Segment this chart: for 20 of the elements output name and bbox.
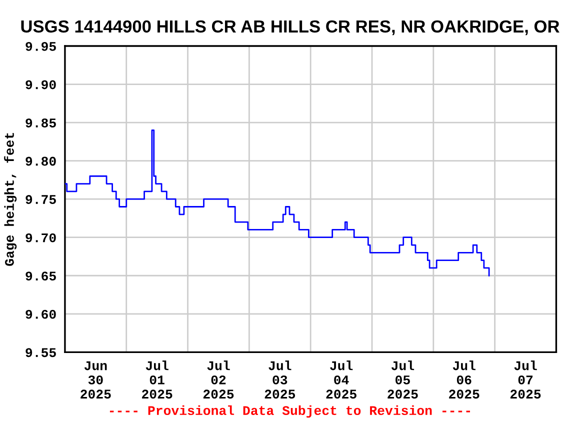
y-tick-label: 9.95 (26, 42, 56, 51)
x-tick-label: Jun 30 2025 (80, 361, 111, 399)
x-tick-label: Jul 06 2025 (449, 360, 480, 399)
x-tick-label: Jul 07 2025 (510, 360, 541, 399)
y-tick-label: 9.75 (26, 195, 56, 204)
y-tick-label: 9.80 (26, 156, 56, 166)
x-tick-label: Jul 01 2025 (142, 360, 172, 399)
y-tick-label: 9.55 (26, 348, 56, 358)
x-tick-label: Jul 03 2025 (264, 360, 296, 399)
x-tick-label: Jul 05 2025 (388, 360, 418, 399)
x-tick-label: Jul 02 2025 (203, 360, 234, 399)
y-tick-label: 9.60 (26, 310, 56, 319)
y-tick-label: 9.65 (26, 272, 56, 281)
y-axis-title: Gage height, feet (4, 133, 17, 266)
y-tick-label: 9.85 (26, 118, 56, 128)
y-tick-label: 9.70 (26, 233, 56, 242)
y-tick-label: 9.90 (26, 80, 56, 90)
text: ---- Provisional Data Subject to Revision ---- (110, 405, 470, 418)
x-tick-label: Jul 04 2025 (326, 360, 356, 399)
chart-title: USGS 14144900 HILLS CR AB HILLS CR RES, NR OAKRIDGE, OR (21, 20, 560, 36)
